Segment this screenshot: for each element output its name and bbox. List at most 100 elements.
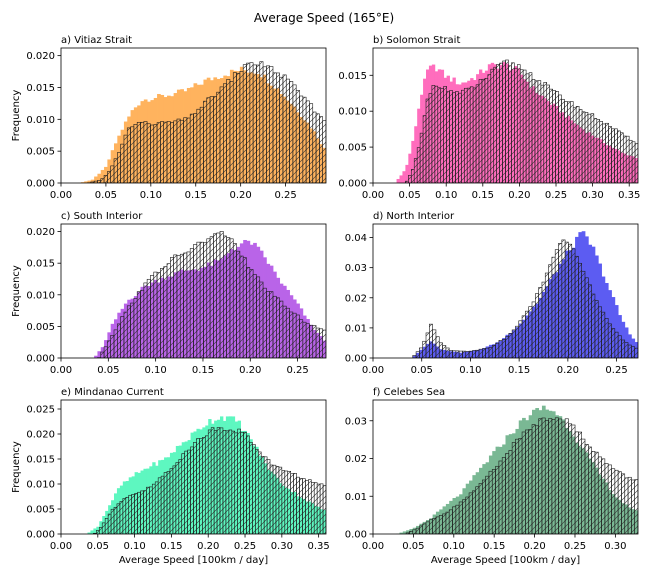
outline-bar	[299, 319, 304, 358]
outline-bar	[531, 424, 536, 534]
panel-title: c) South Interior	[61, 211, 143, 222]
y-tick-label: 0.03	[345, 416, 367, 427]
outline-bar	[255, 449, 259, 534]
outline-bar	[631, 346, 635, 358]
outline-bar	[259, 61, 264, 183]
outline-bar	[242, 257, 247, 358]
outline-bar	[263, 456, 268, 534]
panel-title: f) Celebes Sea	[373, 387, 445, 398]
outline-bar	[540, 84, 545, 183]
y-axis-label: Frequency	[11, 265, 22, 317]
outline-bar	[249, 62, 254, 183]
y-tick-label: 0.00	[345, 530, 367, 541]
outline-bar	[236, 73, 241, 183]
outline-bar	[156, 122, 161, 183]
outline-bar	[117, 152, 121, 183]
outline-bar	[101, 522, 106, 534]
x-tick-label: 0.20	[239, 365, 261, 376]
outline-bar	[514, 67, 518, 183]
outline-bar	[604, 318, 609, 358]
outline-bar	[425, 332, 430, 358]
x-tick-label: 0.00	[362, 365, 384, 376]
outline-bar	[572, 107, 577, 183]
outline-bar	[240, 432, 244, 534]
x-tick-label: 0.05	[87, 541, 109, 552]
outline-bar	[163, 121, 168, 183]
outline-bar	[150, 275, 155, 358]
outline-bar	[432, 329, 437, 358]
outline-bar	[541, 417, 546, 534]
x-tick-label: 0.00	[50, 365, 72, 376]
outline-bar	[252, 444, 256, 534]
x-tick-label: 0.10	[435, 190, 457, 201]
y-tick-label: 0.000	[26, 530, 55, 541]
outline-bar	[508, 333, 513, 358]
x-tick-label: 0.35	[618, 190, 640, 201]
axes-frame	[60, 47, 327, 184]
outline-bar	[440, 88, 444, 183]
outline-bar	[299, 95, 304, 183]
axes-frame	[372, 47, 639, 184]
x-tick-label: 0.10	[140, 190, 162, 201]
outline-bar	[176, 118, 181, 183]
outline-bar	[166, 471, 171, 534]
fill-bar	[93, 528, 97, 534]
panel-5: e) Mindanao Current 0.00 0.05 0.10 0.15 0.20 0…	[11, 387, 330, 566]
outline-bar	[196, 241, 201, 358]
outline-bar	[419, 525, 423, 534]
outline-bar	[231, 430, 236, 534]
outline-bar	[593, 118, 598, 183]
outline-bar	[505, 453, 510, 534]
outline-bar	[425, 98, 430, 183]
outline-bar	[588, 446, 592, 534]
axes-frame	[372, 399, 639, 535]
y-tick-label: 0.000	[26, 179, 55, 190]
fill-bar	[405, 164, 409, 183]
outline-bar	[163, 472, 168, 534]
outline-bar	[442, 345, 447, 358]
fill-bar	[97, 173, 102, 183]
outline-bar	[252, 64, 257, 183]
y-tick-label: 0.015	[26, 83, 55, 94]
outline-bar	[604, 463, 609, 534]
outline-bar	[463, 87, 468, 183]
outline-bar	[193, 441, 197, 534]
outline-bar	[410, 169, 415, 183]
outline-bar	[153, 271, 158, 358]
outline-bar	[620, 132, 624, 183]
outline-bar	[219, 231, 224, 358]
outline-bar	[551, 256, 556, 358]
outline-bar	[496, 64, 500, 183]
outline-bar	[605, 122, 609, 183]
outline-bar	[458, 350, 463, 358]
fill-bar	[614, 305, 619, 358]
outline-bar	[223, 83, 227, 183]
outline-bar	[246, 435, 250, 534]
plot-area	[77, 61, 326, 183]
outline-bar	[584, 112, 589, 183]
fill-bar	[414, 126, 418, 183]
outline-bar	[538, 287, 543, 358]
outline-bar	[272, 295, 277, 358]
outline-bar	[100, 351, 105, 358]
outline-bar	[302, 96, 307, 183]
outline-bar	[446, 91, 450, 183]
fill-bar	[406, 530, 410, 534]
outline-bar	[578, 109, 583, 183]
outline-bar	[110, 508, 115, 534]
outline-bar	[279, 300, 284, 358]
y-tick-label: 0.005	[338, 143, 367, 154]
outline-bar	[634, 347, 638, 358]
outline-bar	[203, 242, 208, 358]
outline-bar	[537, 80, 542, 183]
outline-bar	[488, 470, 493, 534]
outline-bar	[487, 74, 492, 183]
outline-bar	[207, 429, 212, 534]
x-tick-label: 0.30	[271, 541, 293, 552]
x-tick-label: 0.05	[402, 541, 424, 552]
outline-bar	[554, 249, 559, 358]
outline-bar	[465, 496, 470, 534]
outline-bar	[508, 450, 513, 534]
outline-bar	[166, 121, 171, 183]
